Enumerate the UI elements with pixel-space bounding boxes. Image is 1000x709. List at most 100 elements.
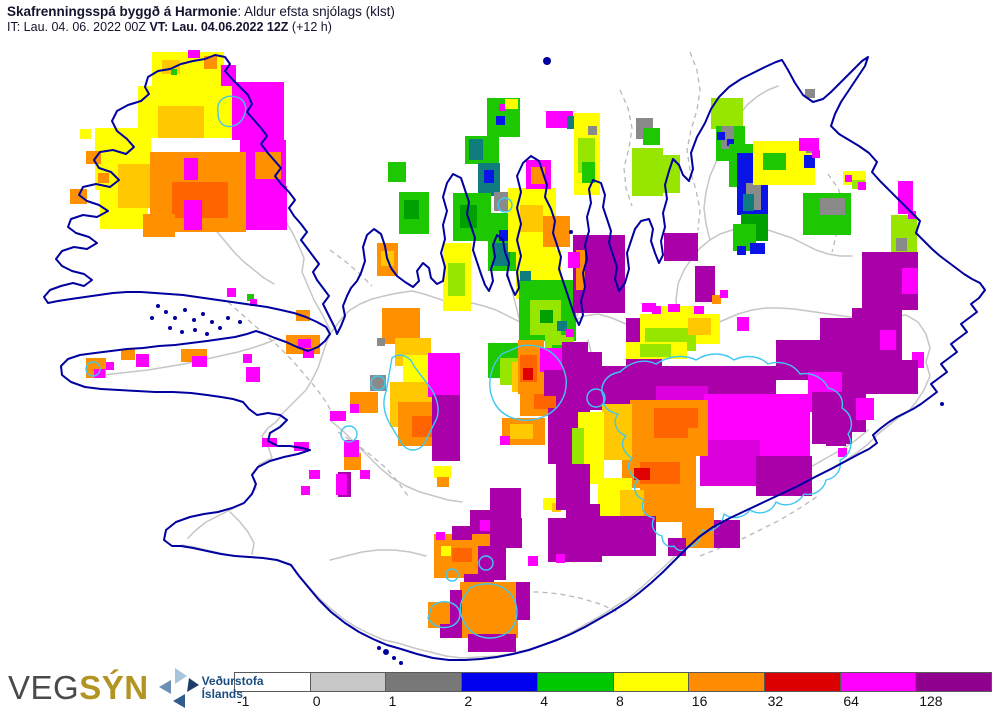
forecast-cell: [562, 342, 588, 360]
forecast-cell: [856, 398, 874, 420]
road: [242, 290, 573, 505]
forecast-cell: [232, 82, 284, 140]
legend-tick-label: 128: [919, 693, 943, 709]
legend-segment: [461, 673, 537, 691]
forecast-cell: [600, 516, 656, 556]
glacier-torfajokull: [478, 555, 494, 571]
forecast-cell: [80, 129, 91, 139]
forecast-cell: [695, 266, 715, 302]
forecast-cell: [643, 128, 660, 145]
island: [205, 332, 209, 336]
forecast-cell: [432, 395, 460, 461]
forecast-cell: [866, 360, 918, 394]
forecast-cell: [94, 369, 105, 378]
glacier-outlines: [85, 95, 853, 639]
forecast-cell: [540, 310, 553, 323]
boundary-line: [329, 249, 373, 287]
page-title: Skafrenningsspá byggð á Harmonie: Aldur …: [7, 4, 395, 20]
forecast-cell: [496, 116, 505, 125]
init-time: IT: Lau. 04. 06. 2022 00Z: [7, 20, 150, 34]
forecast-cell: [301, 486, 310, 495]
forecast-cell: [247, 294, 254, 301]
forecast-cell: [546, 111, 573, 128]
island: [164, 310, 168, 314]
forecast-cell: [908, 211, 916, 219]
forecast-cell: [490, 518, 522, 548]
forecast-cell: [902, 268, 918, 294]
forecast-cell: [712, 295, 721, 304]
forecast-cell: [720, 290, 728, 298]
forecast-cell: [568, 252, 580, 268]
forecast-cell: [344, 453, 361, 470]
legend-segment: [235, 673, 310, 691]
forecast-cell: [652, 306, 663, 317]
forecast-cell: [896, 238, 907, 251]
boundary-line: [227, 301, 335, 417]
vedurstofa-logo-text: Veðurstofa Íslands: [202, 675, 264, 701]
forecast-cell: [620, 490, 644, 516]
forecast-cell: [294, 442, 309, 451]
forecast-cell: [602, 404, 632, 460]
legend-segment: [536, 673, 613, 691]
legend-segment: [309, 673, 386, 691]
legend-tick-label: 0: [312, 693, 321, 709]
coastline-path: [43, 54, 986, 661]
island: [399, 661, 403, 665]
forecast-cell: [436, 532, 445, 540]
island: [183, 308, 187, 312]
glacier-myrdalsjokull: [459, 583, 518, 639]
legend-tick-label: 16: [691, 693, 708, 709]
legend-tick-labels: -1 0 1 2 4 8 16 32 64 128: [234, 693, 992, 709]
glacier-eyjafjallajokull: [427, 601, 461, 629]
legend-segment: [839, 673, 916, 691]
glacier-drangajokull: [217, 95, 247, 128]
forecast-cell: [711, 98, 743, 129]
forecast-cell: [556, 554, 565, 563]
island: [193, 328, 197, 332]
forecast-cell: [255, 152, 281, 179]
forecast-cell: [448, 263, 465, 296]
forecast-cell: [98, 173, 109, 183]
forecast-cell: [136, 354, 149, 367]
forecast-cell: [437, 477, 449, 487]
forecast-cell: [500, 436, 510, 445]
forecast-cell: [121, 349, 135, 360]
vegsyn-logo-syn: SÝN: [79, 669, 149, 706]
map-header: Skafrenningsspá byggð á Harmonie: Aldur …: [7, 4, 395, 35]
forecast-cell: [184, 200, 202, 230]
forecast-cell: [303, 349, 314, 358]
forecast-cell: [523, 368, 533, 380]
forecast-cell: [440, 624, 456, 638]
forecast-cell: [582, 162, 595, 183]
forecast-cell: [642, 303, 656, 312]
forecast-cell: [499, 230, 508, 241]
glacier-hofsjokull: [489, 344, 567, 421]
forecast-cell: [377, 338, 385, 346]
forecast-cell: [227, 288, 236, 297]
forecast-cell: [858, 182, 866, 190]
island: [150, 316, 154, 320]
forecast-cell: [484, 170, 494, 183]
forecast-cell: [188, 50, 200, 58]
forecast-cell: [668, 304, 680, 312]
forecast-cell: [576, 250, 585, 290]
glacier-tungnafellsjokull: [586, 388, 606, 408]
forecast-cell: [388, 162, 406, 182]
forecast-cell: [640, 344, 671, 357]
legend-segment: [688, 673, 764, 691]
forecast-cell: [510, 424, 533, 439]
forecast-cell: [898, 181, 913, 214]
forecast-cell: [171, 69, 177, 75]
island: [168, 326, 172, 330]
forecast-times: IT: Lau. 04. 06. 2022 00Z VT: Lau. 04.06…: [7, 20, 395, 35]
forecast-cell: [344, 440, 359, 457]
iceland-coastline: [43, 54, 986, 661]
boundary-line: [686, 51, 701, 231]
forecast-cell: [184, 158, 198, 180]
vegsyn-logo: VEGSÝN: [8, 671, 149, 705]
legend-tick-label: 8: [616, 693, 624, 709]
vedurstofa-line1: Veðurstofa: [201, 674, 264, 688]
forecast-cell: [717, 132, 725, 140]
forecast-cell: [468, 634, 516, 652]
